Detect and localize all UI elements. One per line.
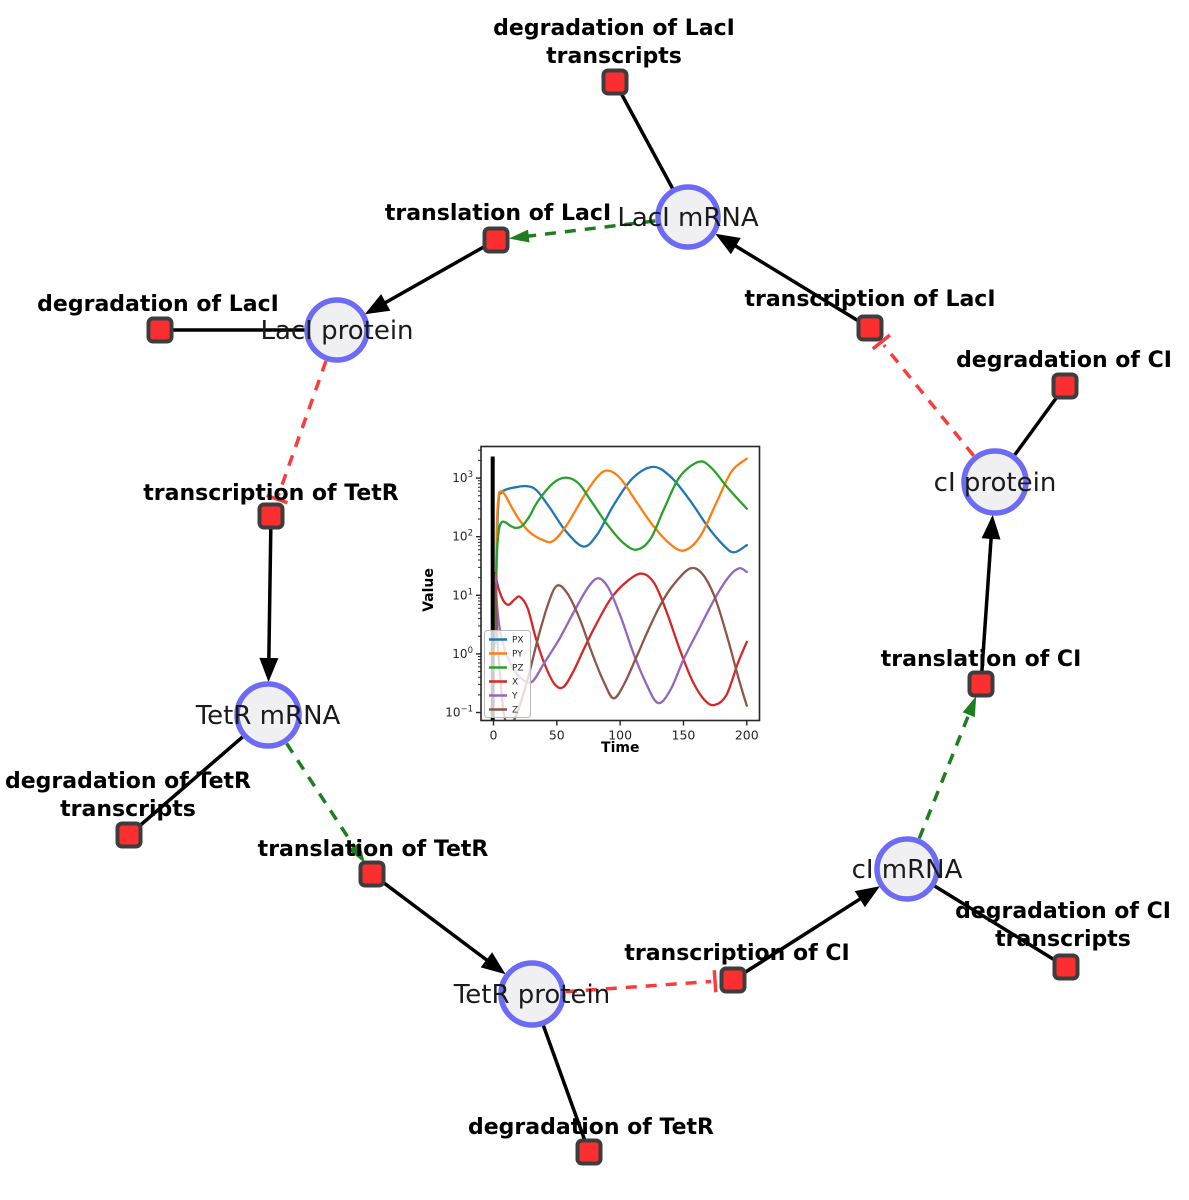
edge-laci-protein-transcription-tetr-inhibitor [276,360,328,496]
chart-legend: PX PY PZ XYZ [484,630,531,718]
chart-series-PY [492,457,748,648]
legend-entry-label: Y [511,692,518,702]
reaction-label-translation-tetr: translation of TetR [258,837,489,862]
chart-xlabel: Time [601,740,639,756]
species-node-tetr-mrna [234,681,302,749]
legend-entry-label: X [512,678,518,688]
legend-entry-label: PZ [512,664,524,674]
edge-ci-protein-translation-ci-product [979,526,994,685]
reaction-node-translation-ci [967,670,995,698]
reaction-node-transcription-laci [856,314,884,342]
reaction-node-translation-laci [482,226,510,254]
edge-tetr-mrna-transcription-tetr-product [266,515,273,671]
edge-ci-mrna-transcription-ci-product [732,891,871,982]
product-arrowhead [715,233,741,255]
edge-laci-mrna-transcription-laci-product [724,238,871,330]
x-tick-label: 0 [490,728,498,743]
inhibitor-bar [871,333,891,351]
x-tick-label: 150 [672,728,696,743]
chart-series-PZ [492,460,748,646]
x-tick-label: 200 [735,728,759,743]
legend-entry-label: Z [512,706,518,716]
reaction-node-transcription-tetr [257,502,285,530]
reaction-label-deg-tetr: degradation of TetR [468,1115,714,1140]
product-arrowhead [259,657,279,682]
species-node-tetr-protein [498,960,566,1028]
product-arrowhead [981,514,1001,540]
edge-laci-protein-translation-laci-product [374,238,497,310]
reaction-node-deg-laci-tx [601,68,629,96]
edge-tetr-protein-translation-tetr-product [370,872,498,969]
reaction-label-translation-ci: translation of CI [881,647,1082,672]
edge-ci-protein-transcription-laci-inhibitor [882,343,975,457]
inhibitor-bar [266,493,288,505]
chart-series-X [492,570,748,707]
chart-ylabel: Value [421,568,437,612]
chart-series-Z [492,566,748,721]
reaction-node-deg-ci [1051,372,1079,400]
reaction-label-deg-laci-tx: degradation of LacI transcripts [493,16,735,69]
inhibitor-bar [712,970,718,993]
reaction-label-deg-ci: degradation of CI [956,348,1172,373]
reaction-label-deg-ci-tx: degradation of CI transcripts [955,899,1171,952]
edge-laci-mrna-translation-laci-modifier [519,219,656,239]
product-arrowhead [480,952,506,975]
nodes-layer [115,68,1080,1166]
species-label-ci-protein: cI protein [934,468,1057,498]
species-node-ci-mrna [874,836,940,902]
x-tick-label: 50 [549,728,565,743]
product-arrowhead [854,886,880,908]
chart-axes-frame [480,445,761,722]
product-arrowhead [364,294,391,315]
species-label-laci-protein: LacI protein [260,316,413,346]
reaction-node-translation-tetr [358,860,386,888]
species-node-laci-mrna [655,184,721,250]
species-label-tetr-mrna: TetR mRNA [195,701,341,731]
labels-layer: degradation of LacI transcripts translatio… [5,16,1172,1140]
species-node-ci-protein [961,448,1029,516]
reaction-node-deg-tetr-tx [115,821,143,849]
reaction-node-deg-tetr [575,1138,603,1166]
reaction-node-deg-laci [146,316,174,344]
edge-ci-mrna-translation-ci-modifier [917,705,974,840]
species-label-laci-mrna: LacI mRNA [617,203,758,233]
reaction-label-deg-laci: degradation of LacI [37,292,279,317]
reaction-label-deg-tetr-tx: degradation of TetR transcripts [5,769,251,822]
species-label-ci-mrna: cI mRNA [852,855,963,885]
edges-layer [127,81,1067,1153]
reaction-node-transcription-ci [719,966,747,994]
legend-entry-label: PY [512,650,523,660]
legend-entry-label: PX [512,636,524,646]
species-node-laci-protein [304,297,370,363]
edge-tetr-mrna-translation-tetr-modifier [285,742,361,855]
modifier-arrowhead [348,842,365,864]
reaction-label-translation-laci: translation of LacI [385,201,611,226]
reaction-label-transcription-tetr: transcription of TetR [143,481,399,506]
chart-legend-box [484,630,531,718]
reaction-label-transcription-laci: transcription of LacI [744,287,995,312]
reaction-node-deg-ci-tx [1052,953,1080,981]
species-label-tetr-protein: TetR protein [453,980,610,1010]
edge-tetr-protein-transcription-ci-inhibitor [565,979,712,994]
modifier-arrowhead [508,229,530,243]
x-tick-label: 100 [608,728,632,743]
modifier-arrowhead [962,696,977,718]
reaction-label-transcription-ci: transcription of CI [624,941,849,966]
